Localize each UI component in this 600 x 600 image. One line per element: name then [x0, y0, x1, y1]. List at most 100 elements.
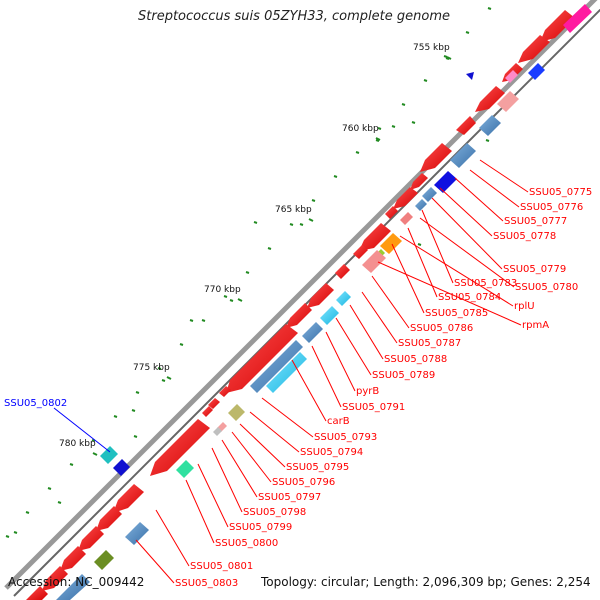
scale-tick-mark	[289, 223, 294, 226]
leader-line	[335, 317, 372, 376]
gene-label[interactable]: SSU05_0788	[384, 354, 447, 365]
gene-box-olive[interactable]	[228, 404, 245, 421]
scale-tick-mark	[5, 535, 10, 538]
gene-arrow[interactable]	[219, 386, 231, 397]
gene-arrow[interactable]	[335, 264, 350, 279]
gene-arrow[interactable]	[359, 223, 391, 251]
gene-arrow[interactable]	[410, 173, 428, 190]
leader-line	[311, 345, 342, 408]
gene-label[interactable]: SSU05_0784	[438, 292, 501, 303]
gene-box-salmon[interactable]	[362, 250, 386, 273]
kbp-label: 780 kbp	[59, 439, 96, 449]
leader-line	[197, 463, 229, 528]
kbp-label: 755 kbp	[413, 43, 450, 53]
gene-label[interactable]: SSU05_0787	[398, 338, 461, 349]
gene-label[interactable]: SSU05_0798	[243, 507, 306, 518]
gene-label[interactable]: SSU05_0785	[425, 308, 488, 319]
gene-label[interactable]: SSU05_0777	[504, 216, 567, 227]
gene-box-grey[interactable]	[213, 427, 222, 436]
gene-arrow[interactable]	[42, 566, 68, 591]
gene-arrow[interactable]	[518, 35, 550, 63]
kbp-scale-labels: 755 kbp 760 kbp 765 kbp 770 kbp 775 kbp 780 k…	[59, 43, 452, 456]
gene-label[interactable]: SSU05_0802	[4, 398, 67, 409]
gene-arrow[interactable]	[475, 86, 505, 112]
gene-box-steelblue[interactable]	[56, 574, 90, 600]
gene-arrow[interactable]	[393, 187, 418, 209]
gene-box-olive[interactable]	[94, 550, 114, 570]
gene-arrow[interactable]	[202, 406, 213, 417]
gene-label[interactable]: SSU05_0786	[410, 323, 473, 334]
gene-box-blue[interactable]	[113, 459, 130, 476]
gene-arrow[interactable]	[113, 484, 144, 513]
gene-box-steelblue[interactable]	[302, 322, 323, 343]
gene-arrow[interactable]	[60, 546, 86, 571]
gene-box-cyan[interactable]	[320, 306, 339, 325]
gene-box-blue[interactable]	[466, 72, 474, 80]
scale-tick-mark	[179, 343, 184, 346]
gene-label[interactable]: SSU05_0793	[314, 432, 377, 443]
gene-label[interactable]: pyrB	[356, 386, 379, 397]
accession-text: Accession: NC_009442	[8, 575, 145, 589]
gene-label[interactable]: SSU05_0780	[515, 282, 578, 293]
gene-arrow[interactable]	[78, 526, 104, 551]
gene-label[interactable]: SSU05_0791	[342, 402, 405, 413]
leader-line	[469, 169, 520, 208]
gene-arrow[interactable]	[96, 506, 122, 531]
gene-label[interactable]: SSU05_0778	[493, 231, 556, 242]
gene-label[interactable]: SSU05_0794	[300, 447, 363, 458]
gene-label[interactable]: carB	[327, 416, 350, 427]
gene-label[interactable]: SSU05_0783	[454, 278, 517, 289]
gene-arrow[interactable]	[226, 324, 298, 393]
gene-arrow[interactable]	[307, 283, 334, 308]
gene-label[interactable]: SSU05_0795	[286, 462, 349, 473]
gene-box-steelblue[interactable]	[479, 115, 501, 136]
gene-arrow[interactable]	[208, 398, 220, 409]
scale-tick-mark	[311, 199, 316, 202]
gene-label[interactable]: SSU05_0776	[520, 202, 583, 213]
gene-box-pink[interactable]	[505, 70, 518, 83]
gene-label[interactable]: SSU05_0797	[258, 492, 321, 503]
gene-arrow[interactable]	[456, 116, 476, 135]
gene-box-salmon[interactable]	[497, 91, 519, 112]
gene-box-steelblue[interactable]	[450, 143, 476, 168]
gene-box-orange[interactable]	[380, 233, 402, 254]
gene-arrow[interactable]	[385, 206, 398, 219]
gene-arrow[interactable]	[150, 419, 210, 476]
gene-box-steelblue[interactable]	[250, 340, 303, 393]
gene-label[interactable]: SSU05_0779	[503, 264, 566, 275]
gene-label[interactable]: SSU05_0799	[229, 522, 292, 533]
gene-box-teal[interactable]	[100, 446, 118, 464]
kbp-tick	[92, 452, 98, 456]
scale-tick-mark	[47, 487, 52, 490]
scale-tick-mark	[157, 367, 162, 370]
gene-label[interactable]: rplU	[514, 301, 535, 312]
gene-arrow[interactable]	[286, 303, 312, 328]
kbp-tick	[237, 298, 243, 302]
gene-label[interactable]: SSU05_0801	[190, 561, 253, 572]
gene-arrow[interactable]	[26, 586, 48, 600]
scale-tick-mark	[299, 223, 304, 226]
leader-line	[454, 177, 504, 222]
leader-line	[155, 509, 190, 567]
gene-box-steelblue[interactable]	[422, 187, 437, 202]
gene-box-blue[interactable]	[434, 171, 457, 193]
gene-box-blue[interactable]	[528, 63, 545, 80]
gene-box-cyan[interactable]	[266, 352, 307, 393]
gene-arrow[interactable]	[420, 143, 452, 172]
gene-arrow[interactable]	[353, 245, 368, 259]
gene-label[interactable]: SSU05_0796	[272, 477, 335, 488]
leader-line	[325, 331, 356, 392]
gene-label[interactable]: SSU05_0789	[372, 370, 435, 381]
gene-label[interactable]: SSU05_0800	[215, 538, 278, 549]
gene-box-steelblue[interactable]	[125, 522, 149, 545]
gene-box-teal[interactable]	[176, 460, 194, 478]
gene-label[interactable]: rpmA	[522, 320, 549, 331]
gene-box-salmon[interactable]	[400, 212, 413, 225]
gene-arrow[interactable]	[540, 10, 575, 42]
gene-label[interactable]: SSU05_0775	[529, 187, 592, 198]
gene-label[interactable]: SSU05_0803	[175, 578, 238, 589]
leader-line	[261, 397, 314, 438]
gene-box-steelblue[interactable]	[415, 199, 427, 211]
gene-box-pink[interactable]	[563, 4, 592, 33]
gene-box-cyan[interactable]	[336, 291, 351, 306]
